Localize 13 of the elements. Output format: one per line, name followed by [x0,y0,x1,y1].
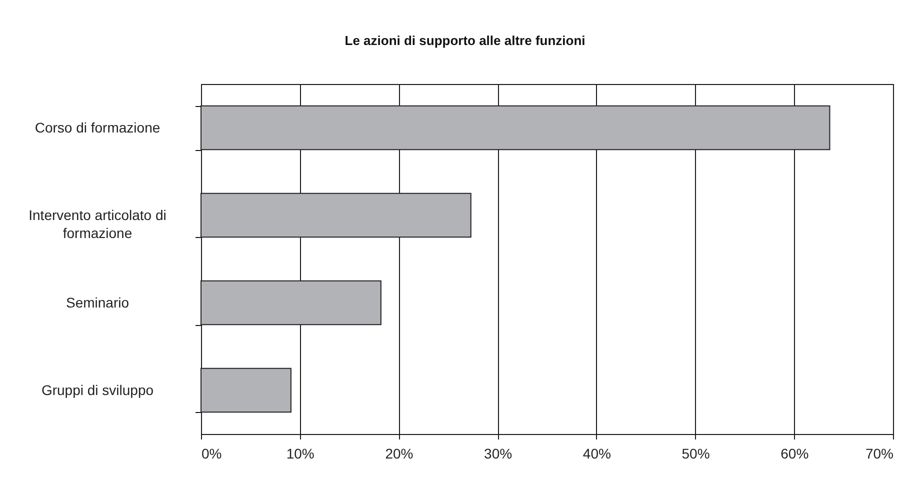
x-tick-label: 60% [780,446,809,462]
x-tick-label: 50% [682,446,710,462]
x-tick-label: 70% [865,446,894,462]
x-tick-label: 20% [385,446,414,462]
chart-title: Le azioni di supporto alle altre funzioni [344,33,586,48]
x-tick-label: 10% [286,446,314,462]
y-tick-label: Gruppi di sviluppo [41,382,154,398]
y-tick-label: Intervento articolato di formazione [28,206,166,241]
y-tick-label: Corso di formazione [34,119,160,136]
y-tick-label: Seminario [66,294,130,310]
x-tick-label: 40% [582,446,611,462]
x-tick-label: 0% [202,446,222,462]
x-tick-label: 30% [484,446,512,462]
